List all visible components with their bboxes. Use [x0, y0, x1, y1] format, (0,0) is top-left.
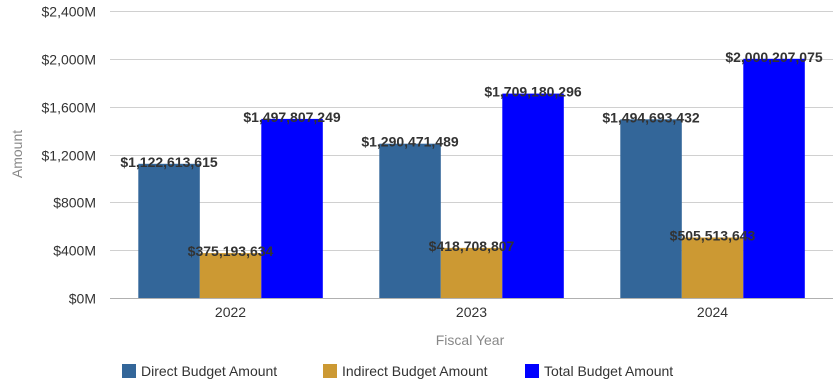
data-label: $375,193,634 [188, 243, 274, 259]
y-axis-ticks: $0M $400M $800M $1,200M $1,600M $2,000M $2,400… [42, 4, 96, 307]
y-axis-title: Amount [9, 130, 25, 178]
x-tick-label: 2023 [456, 304, 487, 320]
bar [261, 118, 323, 299]
legend-label: Direct Budget Amount [141, 363, 277, 379]
y-tick-label: $400M [53, 243, 96, 259]
bar [620, 119, 682, 298]
data-label: $2,000,207,075 [725, 49, 823, 65]
data-label: $1,290,471,489 [361, 134, 459, 150]
data-label: $1,494,693,432 [602, 109, 700, 125]
bar [743, 58, 805, 298]
x-tick-label: 2024 [697, 304, 728, 320]
data-label: $1,709,180,296 [484, 84, 582, 100]
data-labels: $1,122,613,615 $375,193,634 $1,497,807,249… [120, 49, 823, 259]
data-label: $418,708,807 [429, 238, 515, 254]
data-label: $1,122,613,615 [120, 154, 218, 170]
y-tick-label: $1,600M [42, 100, 96, 116]
legend-swatch [323, 364, 337, 378]
legend-label: Total Budget Amount [544, 363, 673, 379]
y-tick-label: $0M [69, 291, 96, 307]
bar [199, 253, 262, 298]
bars [138, 58, 805, 299]
y-tick-label: $800M [53, 195, 96, 211]
legend-label: Indirect Budget Amount [342, 363, 488, 379]
y-tick-label: $1,200M [42, 148, 96, 164]
legend-swatch [122, 364, 136, 378]
legend-swatch [525, 364, 539, 378]
y-tick-label: $2,000M [42, 52, 96, 68]
data-label: $1,497,807,249 [243, 109, 341, 125]
bar [440, 247, 503, 298]
y-tick-label: $2,400M [42, 4, 96, 20]
x-axis-ticks: 2022 2023 2024 [215, 304, 728, 320]
bar [502, 93, 564, 298]
bar [138, 163, 200, 298]
bar [681, 237, 744, 298]
x-tick-label: 2022 [215, 304, 246, 320]
bar [379, 143, 441, 298]
data-label: $505,513,643 [670, 228, 756, 244]
legend: Direct Budget Amount Indirect Budget Amou… [122, 363, 673, 379]
x-axis-title: Fiscal Year [436, 332, 505, 348]
gridlines [110, 11, 833, 299]
